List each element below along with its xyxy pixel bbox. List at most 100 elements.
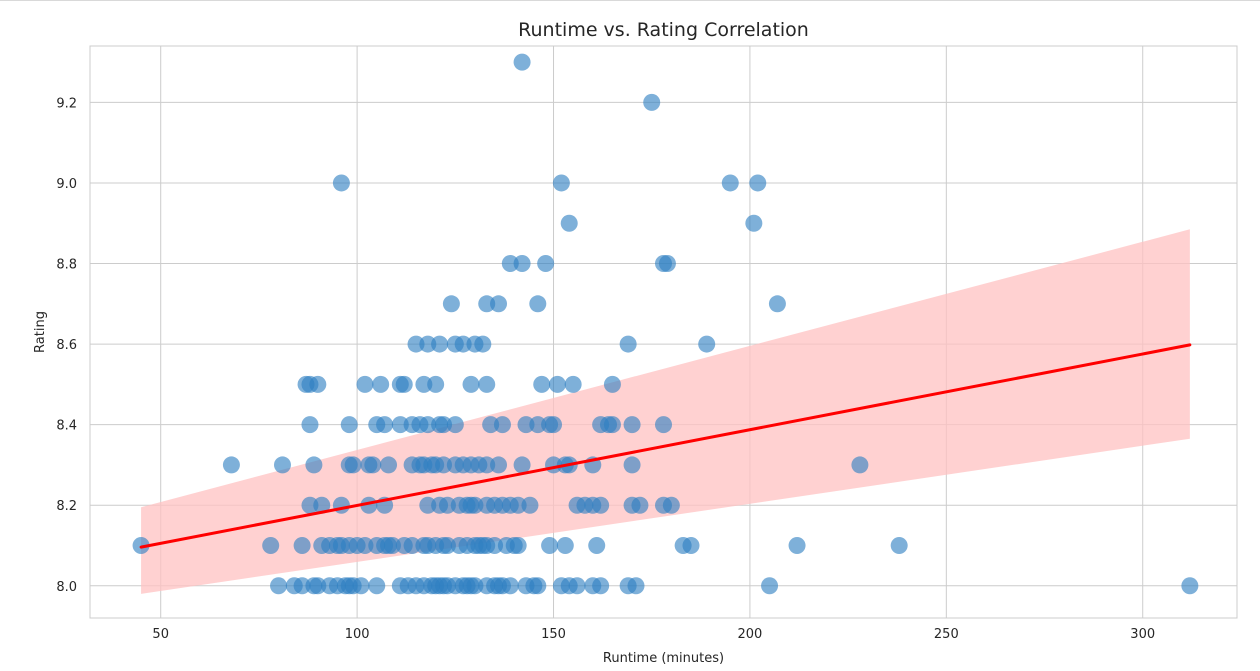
- data-point: [486, 536, 504, 554]
- y-axis-label: Rating: [33, 311, 48, 353]
- data-point: [513, 456, 531, 474]
- data-point: [383, 536, 401, 554]
- y-tick-label: 9.0: [56, 177, 77, 192]
- data-point: [529, 577, 547, 595]
- top-border-line: [0, 0, 1260, 1]
- data-point: [438, 536, 456, 554]
- data-point: [529, 295, 547, 313]
- data-point: [501, 255, 519, 273]
- data-point: [513, 53, 531, 71]
- data-point: [466, 496, 484, 514]
- data-point: [619, 335, 637, 353]
- data-point: [446, 416, 464, 434]
- data-point: [376, 416, 394, 434]
- data-point: [490, 456, 508, 474]
- data-point: [395, 375, 413, 393]
- data-point: [435, 456, 453, 474]
- data-point: [533, 375, 551, 393]
- x-tick-label: 50: [152, 627, 169, 642]
- data-point: [435, 416, 453, 434]
- data-point: [509, 496, 527, 514]
- data-point: [293, 536, 311, 554]
- y-tick-label: 8.4: [56, 419, 77, 434]
- data-point: [501, 577, 519, 595]
- data-point: [548, 375, 566, 393]
- data-point: [482, 416, 500, 434]
- data-point: [541, 536, 559, 554]
- data-point: [132, 536, 150, 554]
- data-point: [592, 496, 610, 514]
- y-tick-label: 8.8: [56, 258, 77, 273]
- data-point: [462, 375, 480, 393]
- y-tick-label: 9.2: [56, 96, 77, 111]
- data-point: [890, 536, 908, 554]
- data-point: [490, 295, 508, 313]
- data-point: [623, 456, 641, 474]
- x-tick-label: 300: [1130, 627, 1155, 642]
- data-point: [262, 536, 280, 554]
- x-tick-label: 100: [345, 627, 370, 642]
- data-point: [698, 335, 716, 353]
- data-point: [403, 536, 421, 554]
- data-point: [631, 496, 649, 514]
- data-point: [340, 416, 358, 434]
- data-point: [419, 496, 437, 514]
- data-point: [545, 416, 563, 434]
- data-point: [603, 416, 621, 434]
- data-point: [509, 536, 527, 554]
- data-point: [588, 536, 606, 554]
- data-point: [568, 577, 586, 595]
- data-point: [380, 456, 398, 474]
- data-point: [442, 295, 460, 313]
- confidence-band: [141, 229, 1190, 594]
- x-tick-label: 200: [738, 627, 763, 642]
- chart-title: Runtime vs. Rating Correlation: [518, 19, 809, 41]
- data-point: [368, 577, 386, 595]
- data-point: [427, 375, 445, 393]
- data-point: [749, 174, 767, 192]
- plot-frame: [89, 45, 1238, 619]
- data-point: [721, 174, 739, 192]
- y-tick-label: 8.6: [56, 338, 77, 353]
- data-point: [556, 536, 574, 554]
- data-point: [517, 416, 535, 434]
- x-tick-labels: 50 100 150 200 250 300: [152, 627, 1155, 642]
- data-point: [478, 456, 496, 474]
- data-point: [332, 496, 350, 514]
- data-point: [513, 255, 531, 273]
- data-point: [313, 496, 331, 514]
- data-point: [478, 295, 496, 313]
- data-point: [222, 456, 240, 474]
- y-tick-label: 8.0: [56, 580, 77, 595]
- data-point: [364, 456, 382, 474]
- data-point: [332, 174, 350, 192]
- data-point: [564, 375, 582, 393]
- data-point: [309, 375, 327, 393]
- y-tick-labels: 8.0 8.2 8.4 8.6 8.8 9.0 9.2: [56, 96, 77, 594]
- x-axis-label: Runtime (minutes): [603, 651, 724, 666]
- data-point: [529, 416, 547, 434]
- data-point: [466, 577, 484, 595]
- data-point: [493, 416, 511, 434]
- data-point: [474, 335, 492, 353]
- data-point: [309, 577, 327, 595]
- data-point: [454, 335, 472, 353]
- data-point: [270, 577, 288, 595]
- data-point: [788, 536, 806, 554]
- data-point: [372, 375, 390, 393]
- data-point: [623, 416, 641, 434]
- data-point: [552, 174, 570, 192]
- data-point: [592, 577, 610, 595]
- data-point: [761, 577, 779, 595]
- data-point: [658, 255, 676, 273]
- data-point: [301, 496, 319, 514]
- data-point: [356, 375, 374, 393]
- data-point: [768, 295, 786, 313]
- data-point: [293, 577, 311, 595]
- y-tick-label: 8.2: [56, 499, 77, 514]
- regression-line-layer: [139, 343, 1192, 549]
- data-point: [655, 416, 672, 434]
- data-point: [344, 456, 362, 474]
- data-point: [415, 375, 433, 393]
